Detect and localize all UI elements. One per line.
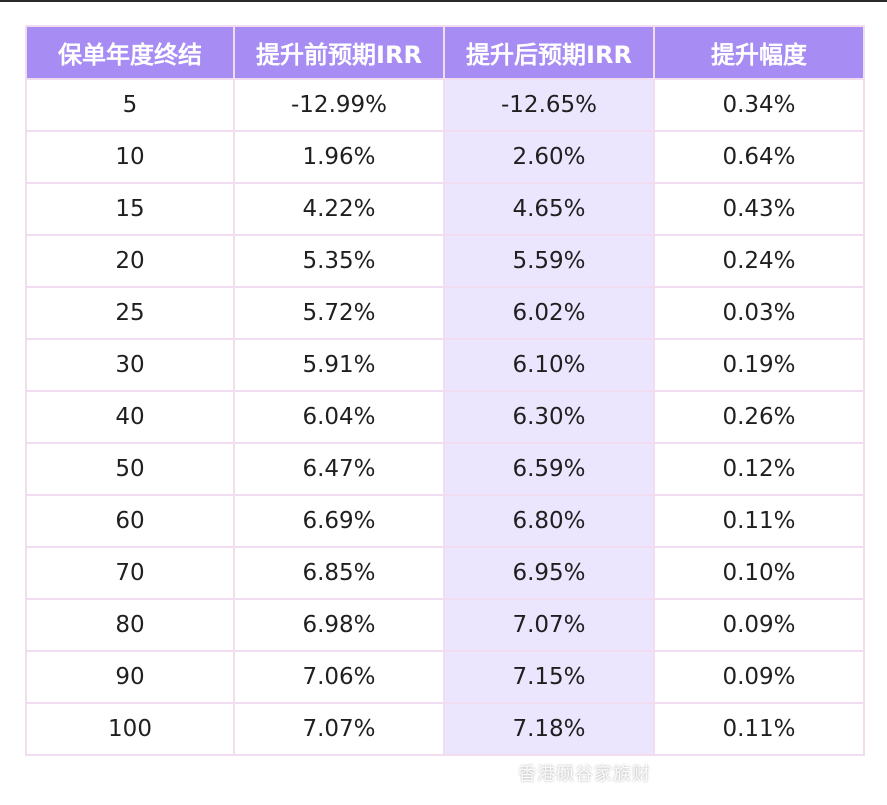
- cell-increase: 0.43%: [653, 182, 865, 236]
- cell-irr-after: 5.59%: [443, 234, 655, 288]
- table-row: 50 6.47% 6.59% 0.12%: [25, 442, 865, 496]
- table-body: 5 -12.99% -12.65% 0.34% 10 1.96% 2.60% 0.64% 15 4…: [25, 78, 865, 756]
- cell-irr-after: 7.18%: [443, 702, 655, 756]
- table-row: 5 -12.99% -12.65% 0.34%: [25, 78, 865, 132]
- cell-increase: 0.11%: [653, 494, 865, 548]
- table-row: 90 7.06% 7.15% 0.09%: [25, 650, 865, 704]
- cell-policy-year: 50: [25, 442, 235, 496]
- cell-irr-after: 4.65%: [443, 182, 655, 236]
- cell-irr-before: 1.96%: [233, 130, 445, 184]
- watermark-text: 香港硕谷家族财: [518, 764, 651, 785]
- cell-policy-year: 5: [25, 78, 235, 132]
- cell-irr-before: 4.22%: [233, 182, 445, 236]
- cell-irr-before: 6.85%: [233, 546, 445, 600]
- cell-policy-year: 70: [25, 546, 235, 600]
- cell-irr-after: 6.59%: [443, 442, 655, 496]
- cell-irr-after: 2.60%: [443, 130, 655, 184]
- header-row: 保单年度终结 提升前预期IRR 提升后预期IRR 提升幅度: [25, 25, 865, 80]
- cell-irr-after: 6.80%: [443, 494, 655, 548]
- cell-increase: 0.19%: [653, 338, 865, 392]
- cell-irr-after: 6.30%: [443, 390, 655, 444]
- cell-irr-after: 6.02%: [443, 286, 655, 340]
- cell-irr-after: 6.10%: [443, 338, 655, 392]
- cell-irr-before: 6.98%: [233, 598, 445, 652]
- cell-irr-after: 7.15%: [443, 650, 655, 704]
- header-irr-before: 提升前预期IRR: [233, 25, 445, 80]
- cell-increase: 0.11%: [653, 702, 865, 756]
- header-irr-after: 提升后预期IRR: [443, 25, 655, 80]
- table-row: 30 5.91% 6.10% 0.19%: [25, 338, 865, 392]
- cell-policy-year: 15: [25, 182, 235, 236]
- cell-irr-after: -12.65%: [443, 78, 655, 132]
- table-row: 10 1.96% 2.60% 0.64%: [25, 130, 865, 184]
- cell-increase: 0.34%: [653, 78, 865, 132]
- cell-irr-before: -12.99%: [233, 78, 445, 132]
- cell-policy-year: 60: [25, 494, 235, 548]
- cell-increase: 0.26%: [653, 390, 865, 444]
- cell-increase: 0.03%: [653, 286, 865, 340]
- cell-increase: 0.09%: [653, 650, 865, 704]
- cell-policy-year: 20: [25, 234, 235, 288]
- cell-irr-after: 6.95%: [443, 546, 655, 600]
- cell-policy-year: 25: [25, 286, 235, 340]
- table-row: 100 7.07% 7.18% 0.11%: [25, 702, 865, 756]
- cell-irr-after: 7.07%: [443, 598, 655, 652]
- irr-comparison-table: 保单年度终结 提升前预期IRR 提升后预期IRR 提升幅度 5 -12.99% -1…: [25, 25, 865, 756]
- header-increase: 提升幅度: [653, 25, 865, 80]
- table-row: 60 6.69% 6.80% 0.11%: [25, 494, 865, 548]
- table-row: 20 5.35% 5.59% 0.24%: [25, 234, 865, 288]
- table-header: 保单年度终结 提升前预期IRR 提升后预期IRR 提升幅度: [25, 25, 865, 80]
- cell-increase: 0.64%: [653, 130, 865, 184]
- table-row: 15 4.22% 4.65% 0.43%: [25, 182, 865, 236]
- table-row: 80 6.98% 7.07% 0.09%: [25, 598, 865, 652]
- table-row: 70 6.85% 6.95% 0.10%: [25, 546, 865, 600]
- table-row: 40 6.04% 6.30% 0.26%: [25, 390, 865, 444]
- cell-increase: 0.12%: [653, 442, 865, 496]
- table-row: 25 5.72% 6.02% 0.03%: [25, 286, 865, 340]
- cell-increase: 0.10%: [653, 546, 865, 600]
- cell-increase: 0.09%: [653, 598, 865, 652]
- cell-irr-before: 6.69%: [233, 494, 445, 548]
- cell-policy-year: 90: [25, 650, 235, 704]
- header-policy-year: 保单年度终结: [25, 25, 235, 80]
- cell-irr-before: 7.07%: [233, 702, 445, 756]
- cell-policy-year: 80: [25, 598, 235, 652]
- cell-increase: 0.24%: [653, 234, 865, 288]
- cell-irr-before: 7.06%: [233, 650, 445, 704]
- cell-irr-before: 6.47%: [233, 442, 445, 496]
- top-divider: [0, 0, 887, 2]
- cell-irr-before: 6.04%: [233, 390, 445, 444]
- cell-irr-before: 5.91%: [233, 338, 445, 392]
- cell-irr-before: 5.35%: [233, 234, 445, 288]
- cell-policy-year: 40: [25, 390, 235, 444]
- cell-policy-year: 30: [25, 338, 235, 392]
- cell-policy-year: 10: [25, 130, 235, 184]
- cell-policy-year: 100: [25, 702, 235, 756]
- cell-irr-before: 5.72%: [233, 286, 445, 340]
